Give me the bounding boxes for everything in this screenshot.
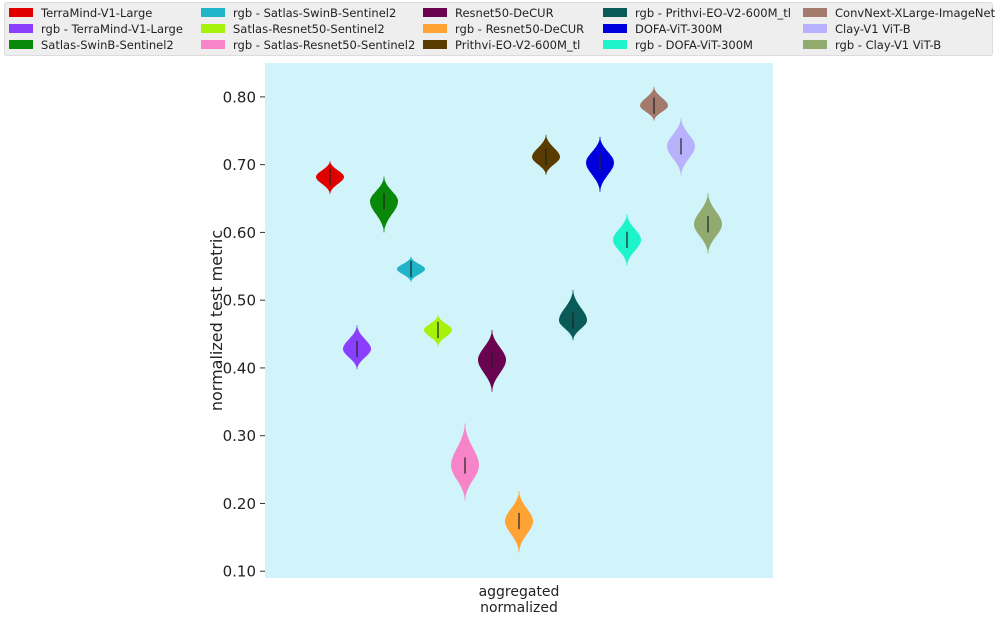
legend-item: rgb - Satlas-Resnet50-Sentinel2 <box>201 37 415 52</box>
legend-label: rgb - Satlas-SwinB-Sentinel2 <box>233 5 397 20</box>
x-axis-label-line2: normalized <box>480 600 558 616</box>
legend-item: rgb - Prithvi-EO-V2-600M_tl <box>603 5 791 20</box>
legend-swatch <box>9 8 33 17</box>
legend-swatch <box>603 8 627 17</box>
legend-item: rgb - Satlas-SwinB-Sentinel2 <box>201 5 396 20</box>
legend-label: Clay-V1 ViT-B <box>835 21 911 36</box>
legend-item: TerraMind-V1-Large <box>9 5 152 20</box>
legend-label: rgb - Resnet50-DeCUR <box>455 21 585 36</box>
legend-swatch <box>603 40 627 49</box>
legend-swatch <box>603 24 627 33</box>
legend-swatch <box>201 8 225 17</box>
legend: TerraMind-V1-Large rgb - TerraMind-V1-Lar… <box>4 2 995 56</box>
legend-label: Resnet50-DeCUR <box>455 5 554 20</box>
legend-label: rgb - Prithvi-EO-V2-600M_tl <box>635 5 791 20</box>
legend-item: rgb - DOFA-ViT-300M <box>603 37 753 52</box>
legend-swatch <box>803 40 827 49</box>
legend-label: TerraMind-V1-Large <box>41 5 153 20</box>
legend-label: Satlas-SwinB-Sentinel2 <box>41 37 174 52</box>
legend-swatch <box>423 24 447 33</box>
legend-label: rgb - Clay-V1 ViT-B <box>835 37 942 52</box>
legend-item: DOFA-ViT-300M <box>603 21 722 36</box>
legend-swatch <box>803 24 827 33</box>
legend-label: DOFA-ViT-300M <box>635 21 723 36</box>
legend-swatch <box>423 8 447 17</box>
y-tick-label: 0.30 <box>223 427 256 445</box>
legend-item: ConvNext-XLarge-ImageNet <box>803 5 995 20</box>
y-axis: 0.10 0.20 0.30 0.40 0.50 0.60 0.70 0.80 <box>223 88 265 581</box>
y-tick-label: 0.80 <box>223 88 256 106</box>
legend-swatch <box>201 40 225 49</box>
legend-swatch <box>423 40 447 49</box>
legend-label: rgb - DOFA-ViT-300M <box>635 37 753 52</box>
legend-swatch <box>201 24 225 33</box>
violins <box>316 86 722 553</box>
y-tick-label: 0.70 <box>223 156 256 174</box>
y-tick-label: 0.40 <box>223 359 256 377</box>
y-tick-label: 0.10 <box>223 563 256 581</box>
legend-swatch <box>803 8 827 17</box>
y-tick-label: 0.50 <box>223 292 256 310</box>
legend-label: ConvNext-XLarge-ImageNet <box>835 5 996 20</box>
legend-item: Satlas-Resnet50-Sentinel2 <box>201 21 385 36</box>
x-axis-label-line1: aggregated <box>479 584 560 600</box>
legend-item: Clay-V1 ViT-B <box>803 21 911 36</box>
legend-item: Resnet50-DeCUR <box>423 5 554 20</box>
legend-item: rgb - Clay-V1 ViT-B <box>803 37 941 52</box>
legend-swatch <box>9 40 33 49</box>
legend-item: Satlas-SwinB-Sentinel2 <box>9 37 174 52</box>
y-axis-label: normalized test metric <box>207 230 226 411</box>
legend-label: rgb - Satlas-Resnet50-Sentinel2 <box>233 37 416 52</box>
y-tick-label: 0.60 <box>223 224 256 242</box>
legend-item: rgb - TerraMind-V1-Large <box>9 21 183 36</box>
legend-item: Prithvi-EO-V2-600M_tl <box>423 37 580 52</box>
legend-item: rgb - Resnet50-DeCUR <box>423 21 584 36</box>
legend-swatch <box>9 24 33 33</box>
legend-label: Satlas-Resnet50-Sentinel2 <box>233 21 385 36</box>
legend-label: rgb - TerraMind-V1-Large <box>41 21 183 36</box>
y-tick-label: 0.20 <box>223 495 256 513</box>
legend-label: Prithvi-EO-V2-600M_tl <box>455 37 581 52</box>
